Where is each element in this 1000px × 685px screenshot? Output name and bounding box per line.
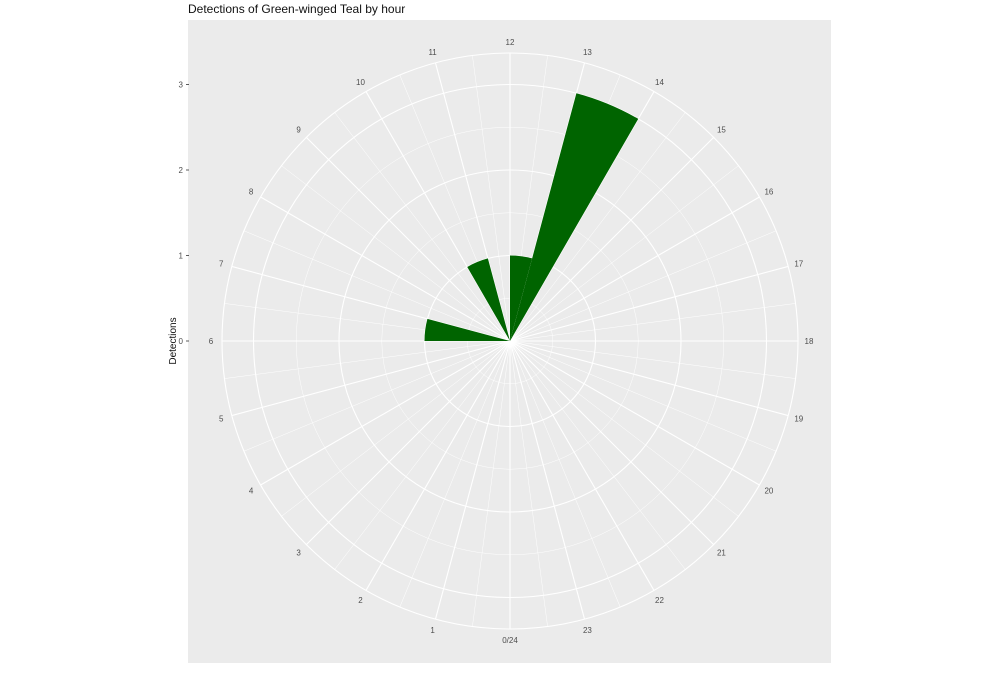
grid-spoke [509, 340, 715, 546]
hour-label: 17 [794, 260, 803, 269]
hour-label: 10 [356, 78, 365, 87]
grid-spoke [509, 340, 586, 620]
grid-spoke-minor [281, 165, 511, 342]
bar-hour-12 [510, 255, 533, 341]
bars [424, 93, 639, 342]
hour-label: 3 [296, 548, 301, 557]
grid-spoke [509, 265, 789, 342]
chart-title: Detections of Green-winged Teal by hour [188, 2, 406, 16]
hour-labels: 0/24123456789101112131415161718192021222… [209, 38, 814, 645]
grid-spoke-minor [224, 340, 511, 379]
bar-hour-13 [510, 93, 639, 342]
grid-spoke-minor [243, 230, 511, 342]
radial-axis: 0 1 2 3 [179, 81, 189, 346]
grid-spoke [509, 340, 789, 417]
grid-spoke [509, 196, 760, 342]
hour-label: 11 [428, 48, 437, 57]
radial-tick-label: 1 [179, 252, 184, 261]
grid-spoke-minor [509, 112, 686, 342]
grid-spoke-minor [472, 340, 511, 627]
grid-spoke-minor [399, 340, 511, 608]
grid-spoke [509, 340, 760, 486]
grid-spoke [434, 340, 511, 620]
hour-label: 2 [358, 596, 363, 605]
grid-spoke-minor [334, 340, 511, 570]
hour-label: 20 [764, 487, 773, 496]
grid-spoke [365, 91, 511, 342]
hour-label: 9 [296, 126, 301, 135]
grid-spoke [365, 340, 511, 591]
grid-spoke-minor [281, 340, 511, 517]
hour-label: 1 [430, 626, 435, 635]
grid-spoke [305, 136, 511, 342]
hour-label: 14 [655, 78, 664, 87]
hour-label: 12 [506, 38, 515, 47]
radial-tick-label: 2 [179, 166, 184, 175]
grid-spoke-minor [509, 340, 621, 608]
y-axis-title: Detections [168, 317, 179, 364]
grid-spoke-minor [472, 55, 511, 342]
grid-spoke [509, 136, 715, 342]
hour-label: 13 [583, 48, 592, 57]
grid-spoke [231, 340, 511, 417]
grid-spoke [260, 196, 511, 342]
hour-label: 22 [655, 596, 664, 605]
hour-label: 15 [717, 126, 726, 135]
hour-label: 16 [764, 188, 773, 197]
grid-spoke-minor [509, 340, 548, 627]
grid-spoke-minor [243, 340, 511, 452]
grid-spoke [260, 340, 511, 486]
hour-label: 8 [249, 188, 254, 197]
bar-hour-10 [467, 258, 510, 341]
grid-spoke-minor [334, 112, 511, 342]
hour-label: 4 [249, 487, 254, 496]
hour-label: 23 [583, 626, 592, 635]
radial-tick-label: 3 [179, 81, 184, 90]
hour-label: 19 [794, 414, 803, 423]
hour-label: 0/24 [502, 636, 518, 645]
hour-label: 18 [805, 337, 814, 346]
hour-label: 7 [219, 260, 224, 269]
grid-spoke-minor [509, 303, 796, 342]
grid-spoke-minor [509, 340, 686, 570]
hour-label: 6 [209, 337, 214, 346]
hour-label: 21 [717, 548, 726, 557]
grid-spoke-minor [509, 340, 739, 517]
grid-spoke-minor [509, 165, 739, 342]
grid-spoke-minor [509, 230, 777, 342]
radial-tick-label: 0 [179, 337, 184, 346]
bar-hour-6 [424, 318, 510, 341]
grid-spoke [434, 62, 511, 342]
grid [221, 52, 799, 630]
grid-spoke [305, 340, 511, 546]
grid-spoke-minor [509, 340, 796, 379]
hour-label: 5 [219, 414, 224, 423]
grid-spoke [509, 340, 655, 591]
grid-spoke [509, 91, 655, 342]
grid-spoke-minor [509, 340, 777, 452]
